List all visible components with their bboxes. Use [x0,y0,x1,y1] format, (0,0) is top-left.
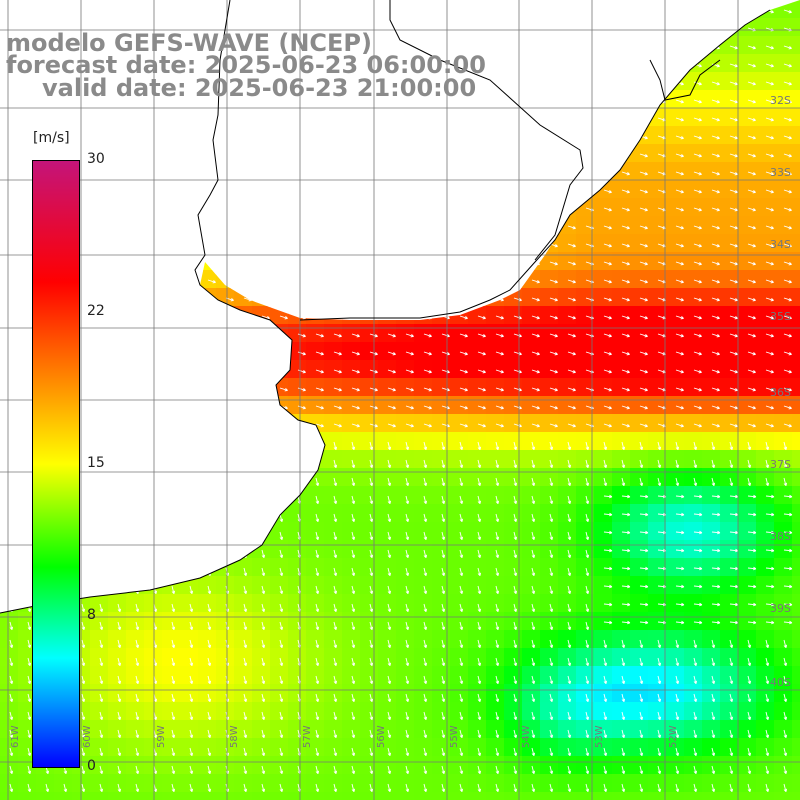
coastline-uruguay-brazil [299,9,771,321]
lon-label-56w: 56W [376,725,387,748]
title-model: modelo GEFS-WAVE (NCEP) [6,29,372,57]
lat-label-40s: 40S [770,676,791,689]
colorbar-tick-22: 22 [87,303,105,319]
lat-label-32s: 32S [770,94,791,107]
colorbar-tick-30: 30 [87,151,105,167]
lon-label-61w: 61W [10,725,21,748]
colorbar-unit-label: [m/s] [33,130,70,146]
lon-label-57w: 57W [302,725,313,748]
lon-label-60w: 60W [82,725,93,748]
lon-label-58w: 58W [229,725,240,748]
title-forecast-date: forecast date: 2025-06-23 06:00:00 [6,51,486,79]
lat-label-33s: 33S [770,166,791,179]
colorbar-tick-0: 0 [87,758,96,774]
country-border-north [649,59,721,101]
lon-label-53w: 53W [594,725,605,748]
lat-label-35s: 35S [770,310,791,323]
lat-label-38s: 38S [770,530,791,543]
coastline [0,0,326,614]
lon-label-59w: 59W [156,725,167,748]
lat-label-36s: 36S [770,386,791,399]
country-border [389,0,584,261]
lat-label-34s: 34S [770,238,791,251]
lat-label-39s: 39S [770,602,791,615]
colorbar-tick-15: 15 [87,455,105,471]
lat-label-37s: 37S [770,458,791,471]
title-valid-date: valid date: 2025-06-23 21:00:00 [42,74,477,102]
lon-label-52w: 52W [668,725,679,748]
colorbar-tick-8: 8 [87,607,96,623]
lon-label-54w: 54W [521,725,532,748]
colorbar [32,160,80,768]
lon-label-55w: 55W [449,725,460,748]
